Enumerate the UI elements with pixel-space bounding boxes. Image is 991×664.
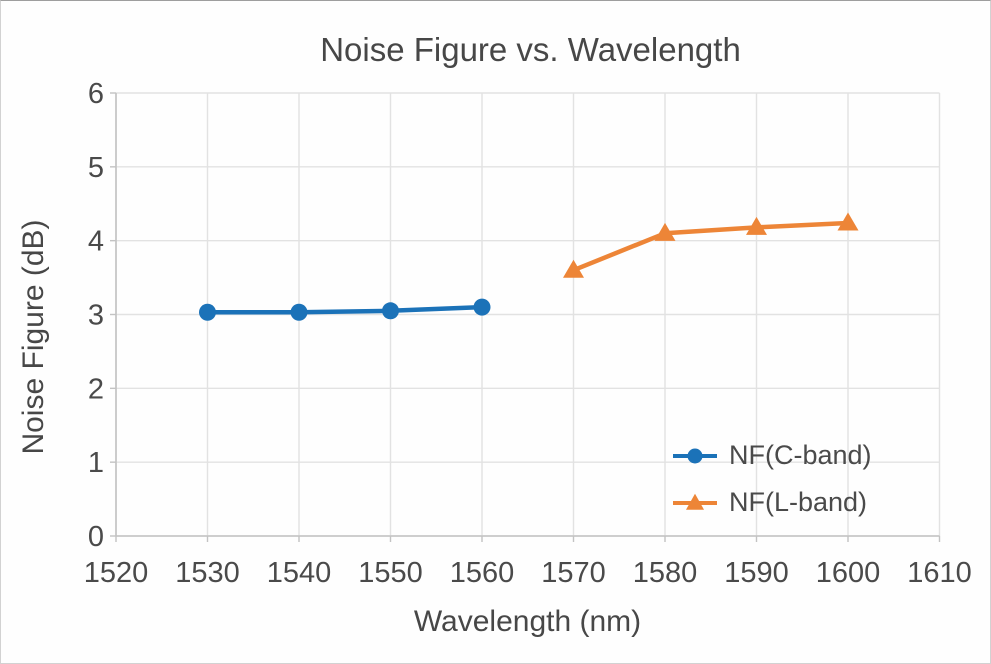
legend-triangle-shape [686, 493, 704, 510]
x-tick-label: 1550 [358, 557, 423, 589]
y-tick-label: 0 [88, 521, 104, 553]
data-point-marker [746, 216, 767, 235]
series-line-NF(C-band) [205, 304, 485, 315]
y-tick-label: 2 [88, 373, 104, 405]
legend-label: NF(L-band) [729, 487, 868, 517]
data-point-marker [199, 303, 216, 321]
x-tick-label: 1540 [267, 557, 332, 589]
data-point-marker [382, 302, 399, 320]
x-tick-label: 1610 [907, 557, 972, 589]
x-tick-label: 1560 [450, 557, 515, 589]
y-tick-label: 3 [88, 300, 104, 332]
data-point-marker [290, 303, 308, 321]
legend-label: NF(C-band) [729, 440, 872, 470]
x-axis-title: Wavelength (nm) [413, 605, 642, 638]
x-tick-label: 1520 [84, 557, 149, 589]
y-tick-label: 1 [88, 447, 104, 479]
data-point-marker [563, 259, 584, 278]
y-tick-label: 5 [88, 152, 104, 184]
x-tick-label: 1600 [816, 557, 881, 589]
x-tick-label: 1580 [633, 557, 698, 589]
data-point-marker [473, 298, 491, 316]
y-tick-label: 6 [88, 78, 104, 110]
legend-item: NF(C-band) [672, 437, 872, 474]
chart-title: Noise Figure vs. Wavelength [320, 31, 741, 68]
x-tick-label: 1530 [175, 557, 240, 589]
data-point-marker [654, 222, 676, 241]
x-tick-label: 1590 [724, 557, 789, 589]
x-tick-label: 1570 [541, 557, 606, 589]
legend-circle-marker-icon [673, 448, 717, 463]
legend-triangle-marker-icon [673, 493, 717, 510]
legend-item: NF(L-band) [672, 484, 872, 521]
y-tick-label: 4 [88, 226, 104, 258]
legend: NF(C-band) NF(L-band) [672, 437, 872, 521]
data-point-marker [837, 212, 859, 231]
series-line-NF(L-band) [571, 220, 851, 273]
